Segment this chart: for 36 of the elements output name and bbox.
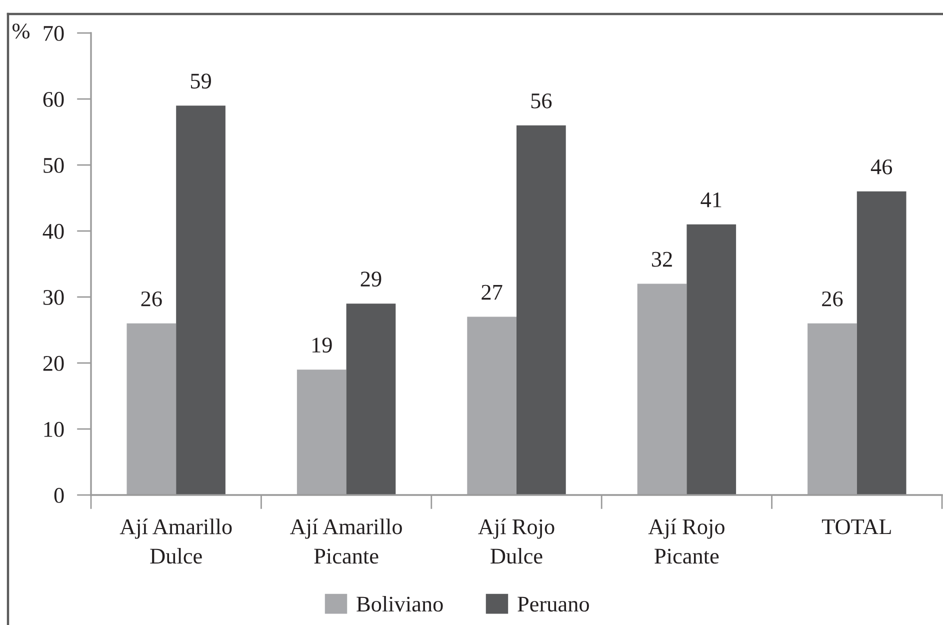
x-tick-label: Ají Rojo Dulce [478,518,554,564]
bar [296,370,346,495]
legend-label: Boliviano [356,596,443,612]
x-tick-label: Ají Amarillo Picante [290,518,402,564]
y-tick-label: 10 [44,422,64,437]
y-tick-label: 50 [44,158,64,173]
y-tick-label: 60 [43,92,64,107]
x-tick-label: Ají Rojo Picante [648,518,724,564]
y-tick-label: 30 [43,290,64,305]
data-label: 56 [531,93,552,108]
x-tick-label: TOTAL [822,519,891,534]
legend-label: Peruano [518,596,589,612]
bar [637,284,687,495]
data-label: 26 [822,291,843,306]
y-axis-title: % [12,24,30,39]
x-tick-label: Ají Amarillo Dulce [120,518,232,564]
y-tick-label: 0 [54,488,64,503]
data-label: 19 [312,338,332,353]
bar [176,106,226,495]
data-label: 27 [482,284,502,300]
bar [467,316,516,495]
bar [856,191,906,495]
data-label: 29 [360,272,382,287]
bar [808,323,857,495]
data-label: 41 [700,192,722,208]
bar [126,323,176,495]
y-tick-label: 20 [43,356,64,371]
y-tick-label: 40 [42,224,64,239]
data-label: 26 [141,291,162,306]
bar [346,304,396,495]
data-label: 32 [652,252,672,267]
data-label: 59 [190,74,211,89]
bar [686,224,736,495]
y-tick-label: 70 [44,26,64,41]
data-label: 46 [870,159,892,174]
bar [516,125,566,495]
